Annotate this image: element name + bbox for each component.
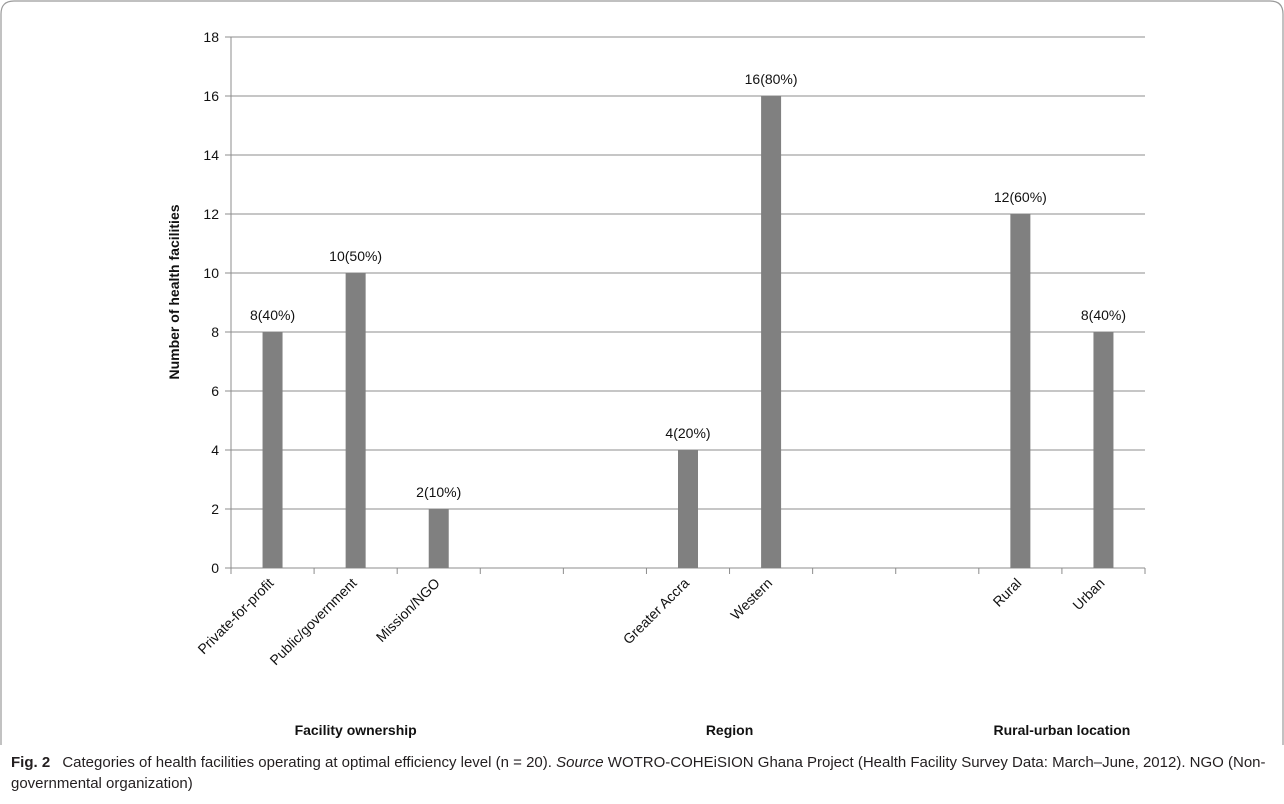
figure-caption: Fig. 2 Categories of health facilities o… <box>11 752 1273 794</box>
bars <box>262 96 1114 568</box>
group-label: Facility ownership <box>295 722 417 738</box>
bar-data-label: 4(20%) <box>665 425 710 441</box>
x-tick-label: Urban <box>1069 575 1107 613</box>
bar <box>345 273 366 568</box>
y-tick-label: 2 <box>211 501 219 517</box>
bar <box>1093 332 1114 568</box>
caption-source-text: WOTRO-COHEiSION Ghana Project (Health Fa… <box>11 754 1266 792</box>
grid-lines <box>231 36 1145 510</box>
x-tick-label: Mission/NGO <box>373 575 443 645</box>
bar-chart: 0 2 4 6 8 10 12 14 16 18 8(40%) 10(50%) 2(10%) 4(20%… <box>166 29 1146 738</box>
bar-data-label: 12(60%) <box>994 189 1047 205</box>
y-tick-label: 10 <box>203 265 219 281</box>
caption-text: Categories of health facilities operatin… <box>62 754 552 771</box>
x-tick-label: Private-for-profit <box>194 575 276 657</box>
y-tick-labels: 0 2 4 6 8 10 12 14 16 18 <box>203 29 219 576</box>
group-label: Rural-urban location <box>993 722 1130 738</box>
y-tick-label: 14 <box>203 147 219 163</box>
y-tick-label: 12 <box>203 206 219 222</box>
group-label: Region <box>706 722 753 738</box>
y-tick-label: 8 <box>211 324 219 340</box>
figure-number: Fig. 2 <box>11 754 51 771</box>
y-tick-label: 4 <box>211 442 219 458</box>
y-axis-label: Number of health facilities <box>166 204 182 379</box>
y-tick-label: 6 <box>211 383 219 399</box>
bar <box>262 332 283 568</box>
caption-source-word: Source <box>556 754 604 771</box>
y-tick-label: 18 <box>203 29 219 45</box>
bar <box>1010 214 1031 568</box>
bar-data-label: 16(80%) <box>745 71 798 87</box>
bar <box>428 509 449 568</box>
bar <box>761 96 782 568</box>
y-tick-label: 16 <box>203 88 219 104</box>
bar-data-label: 2(10%) <box>416 484 461 500</box>
group-labels: Facility ownership Region Rural-urban loca… <box>295 722 1131 738</box>
x-tick-label: Greater Accra <box>620 575 693 648</box>
bar <box>678 450 698 568</box>
bar-data-label: 8(40%) <box>250 307 295 323</box>
bar-data-label: 8(40%) <box>1081 307 1126 323</box>
bar-data-label: 10(50%) <box>329 248 382 264</box>
data-labels: 8(40%) 10(50%) 2(10%) 4(20%) 16(80%) 12(60%) 8… <box>250 71 1126 500</box>
x-tick-label: Rural <box>990 575 1025 610</box>
x-tick-label: Public/government <box>266 575 359 668</box>
y-tick-label: 0 <box>211 560 219 576</box>
x-tick-label: Western <box>727 575 775 623</box>
